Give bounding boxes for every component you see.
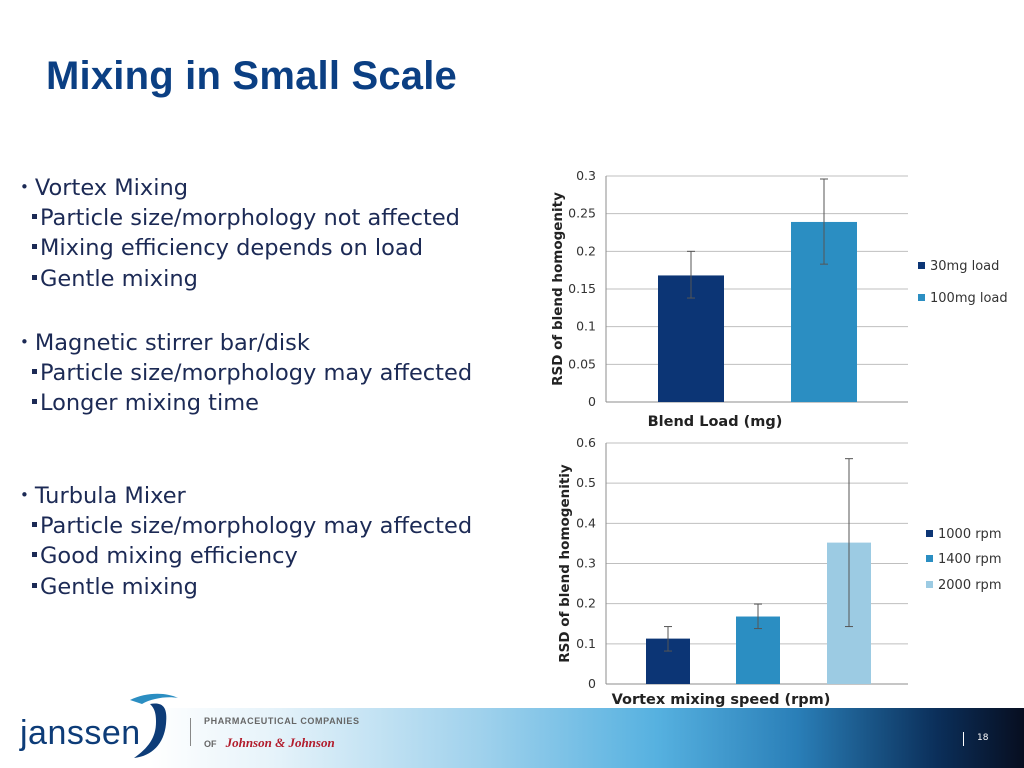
of-text: OF (204, 739, 217, 749)
sub-bullet: Mixing efficiency depends on load (20, 233, 460, 264)
sub-bullet-text: Gentle mixing (40, 573, 198, 600)
legend-label: 2000 rpm (938, 578, 1001, 593)
y-tick-label: 0.2 (576, 243, 596, 258)
janssen-logo-icon (130, 693, 178, 758)
square-bullet-icon (32, 582, 37, 588)
square-bullet-icon (32, 552, 37, 557)
footer-gradient-band (150, 708, 1024, 768)
sub-bullet-text: Longer mixing time (40, 390, 259, 416)
main-bullet: • Turbula Mixer (20, 480, 472, 511)
y-tick-label: 0.1 (576, 636, 596, 651)
pharma-line: PHARMACEUTICAL COMPANIES (204, 716, 360, 726)
sub-bullet: Particle size/morphology may affected (20, 358, 472, 389)
y-axis-label: RSD of blend homogenity (550, 192, 566, 386)
sub-bullet: Particle size/morphology may affected (20, 511, 472, 542)
legend-swatch (926, 581, 933, 588)
sub-bullet: Good mixing efficiency (20, 541, 472, 572)
y-tick-label: 0.3 (576, 556, 596, 571)
main-bullet: • Vortex Mixing (20, 172, 460, 203)
square-bullet-icon (32, 368, 37, 374)
jj-line: OF Johnson & Johnson (204, 732, 335, 751)
y-tick-label: 0.15 (568, 281, 596, 296)
square-bullet-icon (32, 521, 37, 527)
sub-bullet: Particle size/morphology not affected (20, 203, 460, 234)
legend-label: 100mg load (930, 291, 1008, 306)
legend-swatch (926, 555, 933, 562)
footer: janssen PHARMACEUTICAL COMPANIES OF John… (0, 686, 1024, 768)
sub-bullet: Gentle mixing (20, 572, 472, 603)
x-axis-label: Vortex mixing speed (rpm) (612, 692, 831, 708)
legend-label: 1000 rpm (938, 527, 1001, 542)
main-bullet: • Magnetic stirrer bar/disk (20, 327, 472, 358)
sub-bullet: Longer mixing time (20, 388, 472, 419)
slide-title: Mixing in Small Scale (46, 54, 457, 98)
square-bullet-icon (32, 399, 37, 404)
y-tick-label: 0.2 (576, 596, 596, 611)
y-tick-label: 0.6 (576, 435, 596, 450)
sub-bullet-text: Particle size/morphology may affected (40, 359, 473, 386)
legend-swatch (918, 294, 925, 301)
legend-label: 1400 rpm (938, 552, 1001, 567)
jj-logo-text: Johnson & Johnson (225, 735, 335, 750)
bullet-group-turbula: • Turbula Mixer Particle size/morphology … (20, 480, 472, 602)
janssen-logo-text: janssen (20, 714, 141, 752)
y-tick-label: 0.3 (576, 168, 596, 183)
y-tick-label: 0 (588, 676, 596, 691)
sub-bullet-text: Gentle mixing (40, 265, 198, 292)
legend-swatch (926, 530, 933, 537)
y-axis-label: RSD of blend homogenitiy (557, 464, 573, 663)
sub-bullet-text: Good mixing efficiency (40, 543, 298, 569)
square-bullet-icon (32, 274, 37, 280)
y-tick-label: 0.5 (576, 475, 596, 490)
y-tick-label: 0.05 (568, 356, 596, 371)
square-bullet-icon (32, 213, 37, 219)
bullet-heading: Magnetic stirrer bar/disk (34, 330, 310, 356)
footer-separator (190, 718, 191, 746)
y-tick-label: 0 (588, 394, 596, 409)
y-tick-label: 0.4 (576, 515, 596, 530)
y-tick-label: 0.1 (576, 319, 596, 334)
sub-bullet-text: Particle size/morphology not affected (40, 204, 460, 231)
bullet-dot-icon: • (20, 333, 29, 351)
page-number: 18 (977, 733, 989, 743)
legend-label: 30mg load (930, 259, 999, 274)
page-number-separator (963, 732, 964, 746)
bullet-group-magnetic: • Magnetic stirrer bar/disk Particle size… (20, 327, 472, 419)
sub-bullet-text: Mixing efficiency depends on load (40, 235, 424, 261)
bullet-heading: Vortex Mixing (34, 175, 189, 201)
bullet-dot-icon: • (20, 178, 29, 196)
square-bullet-icon (32, 244, 37, 249)
sub-bullet-text: Particle size/morphology may affected (40, 512, 473, 539)
bullet-heading: Turbula Mixer (34, 483, 186, 509)
bullet-group-vortex: • Vortex Mixing Particle size/morphology … (20, 172, 460, 294)
y-tick-label: 0.25 (568, 206, 596, 221)
sub-bullet: Gentle mixing (20, 264, 460, 295)
bullet-dot-icon: • (20, 486, 29, 504)
x-axis-label: Blend Load (mg) (648, 414, 783, 430)
legend-swatch (918, 262, 925, 269)
